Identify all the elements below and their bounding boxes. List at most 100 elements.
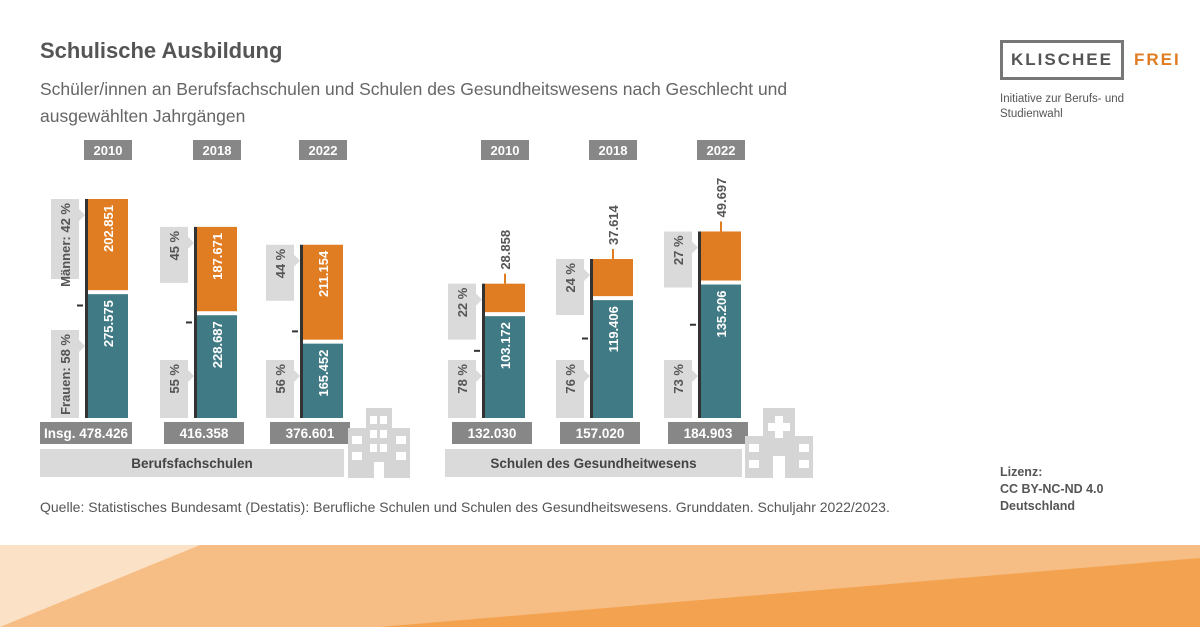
men-pct-tab (266, 244, 300, 301)
men-pct-tab (160, 226, 194, 283)
total-label: 376.601 (286, 426, 335, 441)
school-window (396, 436, 406, 444)
year-label: 2018 (599, 143, 628, 158)
segment-divider-mark (186, 321, 192, 324)
total-label-bg (560, 422, 640, 444)
women-value-label: 135.206 (714, 291, 729, 338)
hospital-window (799, 444, 809, 452)
bar-men (593, 259, 633, 297)
bar-women (303, 343, 343, 418)
women-pct-tab (266, 360, 300, 418)
bar-axis-strip (194, 226, 197, 418)
footer-shape-mid (0, 545, 1200, 627)
school-window (352, 436, 362, 444)
total-label-bg (164, 422, 244, 444)
women-pct-label: 55 % (167, 364, 182, 394)
men-pct-label: 27 % (671, 235, 686, 265)
men-value-label-outside: 49.697 (714, 178, 729, 218)
women-pct-label: 56 % (273, 364, 288, 394)
license-name: CC BY-NC-ND 4.0 (1000, 482, 1104, 496)
women-value-label: 165.452 (316, 350, 331, 397)
men-pct-label: 45 % (167, 230, 182, 260)
women-value-label: 103.172 (498, 322, 513, 369)
source-note: Quelle: Statistisches Bundesamt (Destati… (40, 499, 890, 515)
bar-men (701, 231, 741, 281)
hospital-window (799, 460, 809, 468)
men-pct-tab (664, 231, 698, 288)
women-value-label: 119.406 (606, 306, 621, 352)
year-label: 2022 (309, 143, 338, 158)
bar-men (197, 226, 237, 312)
logo-part-2: FREI (1133, 50, 1181, 69)
women-pct-tab (448, 360, 482, 418)
year-label: 2010 (491, 143, 520, 158)
segment-divider-mark (77, 304, 83, 307)
total-label-bg (40, 422, 132, 444)
group-band (40, 449, 344, 477)
segment-divider-mark (690, 323, 696, 326)
bar-axis-strip (698, 231, 701, 418)
school-window (380, 444, 387, 452)
men-pct-tab (51, 199, 85, 279)
women-value-label: 228.687 (210, 321, 225, 368)
bar-women (701, 284, 741, 418)
total-label: 416.358 (180, 426, 229, 441)
total-label: 184.903 (684, 426, 733, 441)
school-window (352, 452, 362, 460)
women-value-label: 275.575 (101, 300, 116, 347)
segment-divider-mark (474, 349, 480, 352)
women-pct-tab (664, 360, 698, 418)
school-window (370, 416, 377, 424)
logo-tagline: Initiative zur Berufs- und Studienwahl (1000, 93, 1125, 120)
legend-women-label: Frauen: 58 % (58, 334, 73, 415)
women-pct-label: 76 % (563, 364, 578, 394)
year-label-bg (193, 140, 241, 160)
bar-men (303, 244, 343, 340)
school-window (380, 416, 387, 424)
men-value-label: 187.671 (210, 233, 225, 280)
total-label: Insg. 478.426 (44, 426, 129, 441)
klischee-frei-logo: KLISCHEE FREI (1000, 40, 1181, 80)
group-label: Schulen des Gesundheitwesens (490, 456, 696, 471)
license-block: Lizenz: CC BY-NC-ND 4.0 Deutschland (1000, 464, 1104, 515)
bar-men (485, 283, 525, 313)
total-label-bg (668, 422, 748, 444)
men-value-label-outside: 37.614 (606, 204, 621, 245)
segment-divider-mark (292, 330, 298, 333)
stacked-bar-chart: 2010 275.575 202.851 Männer: 42 % Frauen: 58… (40, 140, 813, 478)
total-label: 157.020 (576, 426, 625, 441)
men-value-label: 202.851 (101, 205, 116, 252)
men-pct-label: 44 % (273, 248, 288, 278)
logo-part-1: KLISCHEE (1000, 40, 1124, 80)
decorative-footer-band (0, 545, 1200, 627)
bar-women (88, 294, 128, 418)
school-window (370, 430, 377, 438)
men-pct-tab (448, 283, 482, 340)
total-label-bg (452, 422, 532, 444)
page-subtitle: Schüler/innen an Berufsfachschulen und S… (40, 79, 788, 126)
hospital-window (749, 444, 759, 452)
men-pct-label: 22 % (455, 287, 470, 317)
men-value-label: 211.154 (316, 250, 331, 297)
bar-axis-strip (482, 283, 485, 418)
group-label: Berufsfachschulen (131, 456, 253, 471)
year-label-bg (84, 140, 132, 160)
year-label-bg (589, 140, 637, 160)
bar-women (593, 300, 633, 418)
men-pct-tab (556, 259, 590, 315)
year-label-bg (697, 140, 745, 160)
year-label: 2022 (707, 143, 736, 158)
bar-axis-strip (590, 259, 593, 418)
hospital-door (773, 456, 785, 478)
license-country: Deutschland (1000, 499, 1076, 513)
school-door (374, 462, 384, 478)
women-pct-tab (556, 360, 590, 418)
hospital-cross-h (768, 423, 790, 431)
bar-women (485, 316, 525, 418)
year-label: 2010 (94, 143, 123, 158)
bar-axis-strip (300, 244, 303, 418)
school-window (396, 452, 406, 460)
year-label-bg (481, 140, 529, 160)
women-pct-label: 78 % (455, 364, 470, 394)
segment-divider-mark (582, 337, 588, 340)
